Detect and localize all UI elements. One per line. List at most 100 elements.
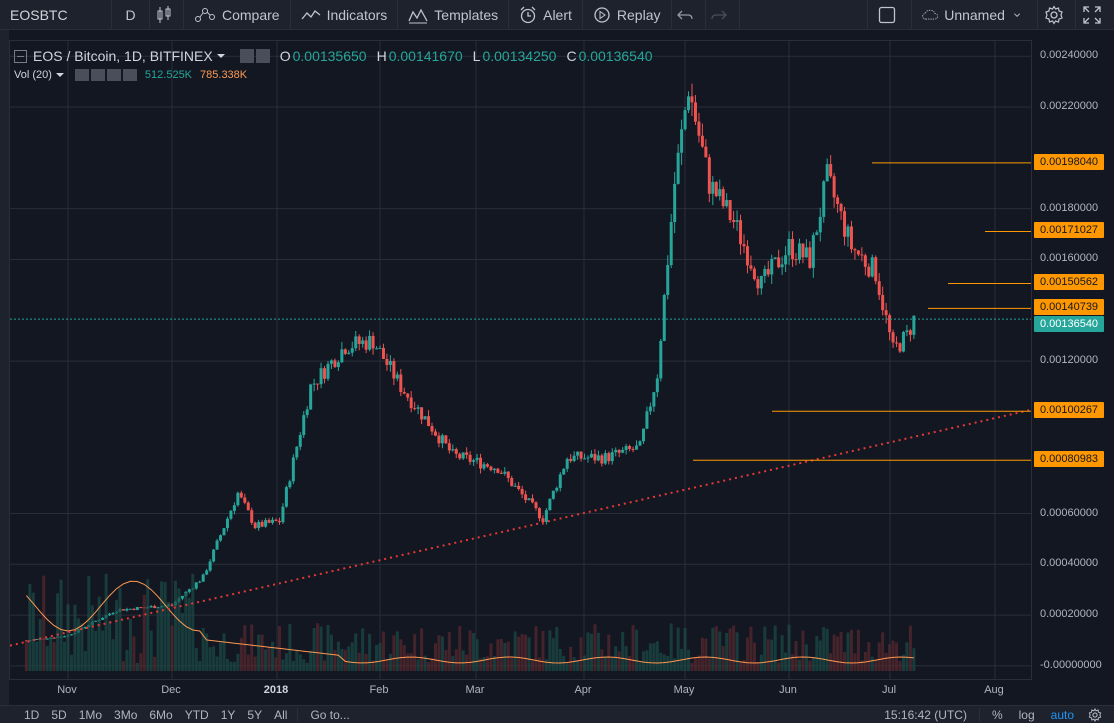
volume-bar [707, 658, 711, 671]
candle-up [905, 330, 909, 333]
candle-up [621, 449, 625, 453]
candle-up [572, 455, 576, 462]
utc-clock[interactable]: 15:16:42 (UTC) [884, 707, 967, 722]
volume-bar [711, 627, 715, 671]
volume-bar [423, 655, 427, 671]
volume-bar [94, 630, 98, 671]
auto-toggle[interactable]: auto [1050, 707, 1074, 722]
range-button-ytd[interactable]: YTD [184, 707, 209, 722]
range-button-1d[interactable]: 1D [24, 707, 40, 722]
symbol-search[interactable]: EOSBTC [0, 0, 112, 30]
compare-button[interactable]: Compare [184, 0, 291, 30]
plus-icon[interactable] [106, 69, 121, 81]
caret-down-icon[interactable] [55, 71, 65, 79]
caret-down-icon[interactable] [216, 52, 226, 60]
volume-bar [808, 660, 812, 671]
chart-pane[interactable] [9, 40, 1032, 680]
replay-button[interactable]: Replay [583, 0, 672, 30]
collapse-legend-icon[interactable] [14, 49, 27, 63]
candle-up [662, 294, 666, 341]
volume-bar [354, 633, 358, 671]
range-button-all[interactable]: All [274, 707, 288, 722]
candle-up [548, 498, 552, 511]
range-button-1y[interactable]: 1Y [220, 707, 236, 722]
goto-button[interactable]: Go to... [310, 707, 350, 722]
candle-up [586, 457, 590, 459]
fullscreen-button[interactable] [1076, 0, 1114, 30]
volume-bar [610, 657, 614, 671]
range-button-3mo[interactable]: 3Mo [114, 707, 138, 722]
indicators-button[interactable]: Indicators [291, 0, 399, 30]
templates-button[interactable]: Templates [398, 0, 510, 30]
price-tick-label: 0.00240000 [1040, 49, 1099, 62]
volume-bar [160, 581, 164, 671]
candle-down [693, 102, 697, 122]
volume-bar [693, 657, 697, 671]
eye-icon[interactable] [74, 69, 89, 81]
volume-bar [458, 626, 462, 671]
chart-type-button[interactable] [150, 0, 184, 30]
volume-bar [326, 625, 330, 671]
settings-icon[interactable] [255, 49, 270, 63]
candle-down [458, 453, 462, 459]
range-button-5y[interactable]: 5Y [247, 707, 263, 722]
volume-bar [243, 625, 247, 671]
time-scale[interactable]: Nov Dec 2018 Feb Mar Apr May Jun Jul Aug [9, 680, 1032, 704]
candle-up [101, 617, 105, 620]
percent-toggle[interactable]: % [991, 707, 1003, 722]
fullscreen-layout-button[interactable] [868, 0, 912, 30]
undo-button[interactable] [672, 0, 706, 30]
volume-bar [700, 637, 704, 671]
series-controls[interactable] [239, 49, 272, 63]
gear-icon[interactable] [1088, 707, 1102, 722]
series-title[interactable]: EOS / Bitcoin, 1D, BITFINEX [33, 48, 213, 64]
interval-button[interactable]: D [112, 0, 150, 30]
price-scale[interactable]: 0.00240000 0.00220000 0.00180000 0.00160000… [1032, 40, 1114, 680]
candle-down [468, 454, 472, 462]
volume-bar [274, 657, 278, 671]
volume-bar [676, 627, 680, 671]
candle-down [170, 604, 174, 606]
settings-icon[interactable] [90, 69, 105, 81]
close-icon[interactable] [122, 69, 137, 81]
volume-bar [340, 648, 344, 671]
candle-up [201, 574, 205, 582]
compare-label: Compare [222, 6, 280, 23]
candle-down [884, 310, 888, 316]
candle-up [822, 181, 826, 217]
candle-down [24, 640, 28, 642]
volume-bar [375, 644, 379, 671]
price-level-badge: 0.00140739 [1034, 299, 1104, 316]
open-key: O [279, 48, 291, 64]
volume-label[interactable]: Vol (20) [14, 69, 52, 81]
volume-bar [485, 656, 489, 671]
volume-bar [69, 654, 73, 671]
volume-controls[interactable] [74, 69, 139, 81]
volume-bar [198, 661, 202, 671]
redo-button[interactable] [706, 0, 740, 30]
range-button-1mo[interactable]: 1Mo [78, 707, 103, 722]
log-toggle[interactable]: log [1018, 707, 1035, 722]
volume-bar [271, 641, 275, 671]
candle-down [402, 392, 406, 394]
high-value: 0.00141670 [388, 48, 463, 64]
volume-bar [839, 631, 843, 671]
candle-down [413, 408, 417, 410]
candle-up [815, 232, 819, 236]
settings-button[interactable] [1038, 0, 1076, 30]
price-chart[interactable] [10, 41, 1032, 680]
eye-icon[interactable] [239, 49, 254, 63]
candle-down [829, 164, 833, 177]
candle-down [239, 492, 243, 498]
drawing-toolbar-collapsed[interactable] [0, 30, 9, 705]
candle-down [541, 518, 545, 522]
alert-button[interactable]: Alert [509, 0, 583, 30]
volume-bar [794, 641, 798, 671]
range-button-5d[interactable]: 5D [51, 707, 67, 722]
volume-bar [437, 635, 441, 671]
layout-name-button[interactable]: Unnamed [912, 0, 1038, 30]
candle-down [364, 340, 368, 350]
candle-down [721, 189, 725, 207]
range-button-6mo[interactable]: 6Mo [149, 707, 173, 722]
candle-up [416, 407, 420, 409]
